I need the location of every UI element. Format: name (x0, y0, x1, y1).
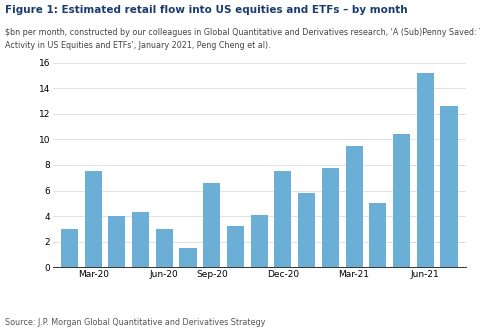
Bar (108, 216, 125, 267)
Bar (369, 203, 386, 267)
Bar (441, 106, 457, 267)
Bar (203, 183, 220, 267)
Bar (84, 171, 102, 267)
Bar (417, 73, 434, 267)
Bar (251, 215, 268, 267)
Bar (298, 193, 315, 267)
Bar (346, 146, 362, 267)
Text: Figure 1: Estimated retail flow into US equities and ETFs – by month: Figure 1: Estimated retail flow into US … (5, 5, 408, 15)
Bar (156, 229, 173, 267)
Bar (227, 226, 244, 267)
Bar (322, 168, 339, 267)
Bar (180, 248, 197, 267)
Bar (61, 229, 78, 267)
Text: $bn per month, constructed by our colleagues in Global Quantitative and Derivati: $bn per month, constructed by our collea… (5, 28, 480, 50)
Bar (132, 212, 149, 267)
Text: Source: J.P. Morgan Global Quantitative and Derivatives Strategy: Source: J.P. Morgan Global Quantitative … (5, 318, 265, 327)
Bar (393, 134, 410, 267)
Bar (275, 171, 291, 267)
